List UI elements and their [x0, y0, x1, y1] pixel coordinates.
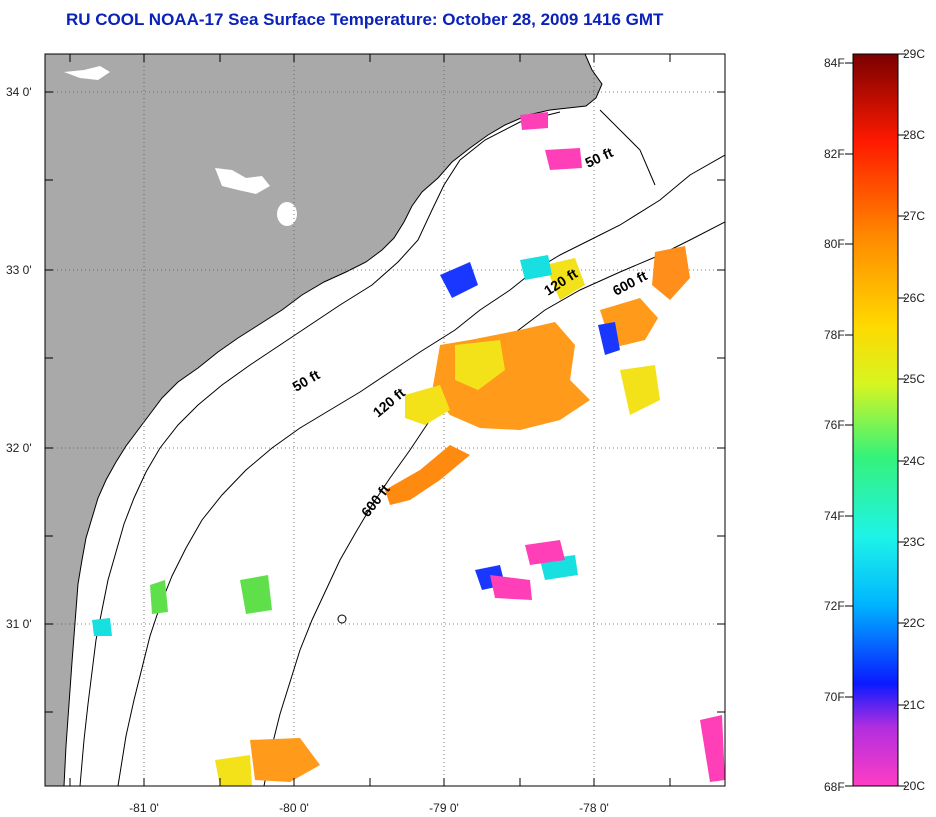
colorbar-label-22c: 22C: [903, 616, 925, 630]
map-frame: [44, 53, 726, 787]
colorbar-label-25c: 25C: [903, 372, 925, 386]
lon-label-81: -81 0': [129, 801, 159, 815]
coastline: [63, 54, 603, 786]
sst-patch-cool-2: [598, 322, 620, 355]
sst-patch-cool-1: [440, 262, 478, 298]
colorbar-label-27c: 27C: [903, 209, 925, 223]
colorbar-label-72f: 72F: [824, 599, 845, 613]
land-mass: [45, 54, 602, 786]
lon-label-78: -78 0': [579, 801, 609, 815]
sst-patch-magenta-2: [545, 148, 582, 170]
colorbar-label-26c: 26C: [903, 291, 925, 305]
sst-patch-cyan-1: [520, 255, 552, 280]
colorbar-label-68f: 68F: [824, 780, 845, 794]
contour-600ft: [263, 221, 725, 786]
lat-label-33: 33 0': [6, 263, 32, 277]
inland-lake-3: [64, 66, 110, 80]
colorbar-label-21c: 21C: [903, 698, 925, 712]
colorbar-label-28c: 28C: [903, 128, 925, 142]
colorbar: [852, 53, 899, 787]
map-title: RU COOL NOAA-17 Sea Surface Temperature:…: [66, 10, 664, 29]
colorbar-label-20c: 20C: [903, 779, 925, 793]
sst-patch-cyan-3: [92, 618, 112, 636]
sst-patch-magenta-5: [700, 715, 725, 782]
ticks: [45, 54, 725, 786]
sst-patch-orange-se: [250, 738, 320, 782]
map-content: [45, 54, 725, 786]
sst-patch-green-2: [150, 580, 168, 614]
colorbar-label-70f: 70F: [824, 690, 845, 704]
colorbar-label-23c: 23C: [903, 535, 925, 549]
colorbar-label-74f: 74F: [824, 509, 845, 523]
lat-label-32: 32 0': [6, 441, 32, 455]
colorbar-label-84f: 84F: [824, 56, 845, 70]
sst-patch-magenta-1: [520, 112, 548, 130]
lat-label-34: 34 0': [6, 85, 32, 99]
inland-lake-1: [215, 168, 270, 194]
sst-patch-magenta-3: [490, 575, 532, 600]
sst-patches: [92, 112, 725, 786]
colorbar-label-78f: 78F: [824, 328, 845, 342]
colorbar-label-76f: 76F: [824, 418, 845, 432]
inland-lake-2: [277, 202, 297, 226]
contour-120ft: [117, 154, 725, 786]
sst-patch-yellow-3: [620, 365, 660, 415]
lon-label-79: -79 0': [429, 801, 459, 815]
colorbar-label-80f: 80F: [824, 237, 845, 251]
lat-label-31: 31 0': [6, 617, 32, 631]
sst-patch-magenta-4: [525, 540, 565, 565]
buoy-marker: [337, 614, 347, 624]
lon-label-80: -80 0': [279, 801, 309, 815]
sst-patch-yellow-2: [405, 385, 450, 425]
sst-patch-yellow-se: [215, 755, 252, 786]
graticule: [45, 54, 725, 786]
sst-patch-yellow-1: [455, 340, 505, 390]
colorbar-label-29c: 29C: [903, 47, 925, 61]
sst-patch-warm-far-east: [652, 246, 690, 300]
colorbar-label-24c: 24C: [903, 454, 925, 468]
colorbar-label-82f: 82F: [824, 147, 845, 161]
sst-patch-green-1: [240, 575, 272, 614]
colorbar-ticks: [845, 53, 906, 787]
sst-patch-warm-south: [385, 445, 470, 505]
sst-patch-yellow-4: [545, 258, 585, 300]
